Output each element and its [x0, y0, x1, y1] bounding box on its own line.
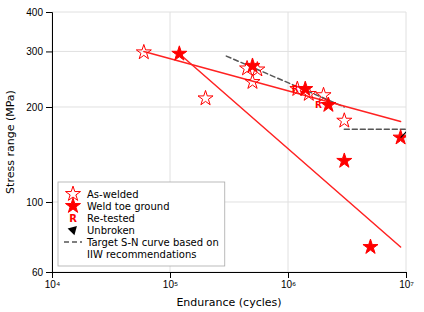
axis-line: [53, 273, 407, 279]
line: [144, 51, 401, 121]
point: [337, 113, 352, 127]
x-axis-title: Endurance (cycles): [176, 296, 281, 309]
tick: 100: [26, 197, 52, 208]
tick: 200: [26, 102, 52, 113]
point: [172, 46, 187, 60]
tick: 400: [26, 7, 52, 18]
tick-mark: [46, 202, 52, 203]
tick: 60: [32, 267, 52, 278]
legend-label-line: Re-tested: [87, 213, 135, 224]
chart: 10⁴ 10⁵ 10⁶ 10⁷ 60 100 200 300 400 Endurance (cyc…: [0, 0, 424, 312]
point: [363, 239, 378, 253]
legend-label: As-welded: [87, 189, 139, 200]
point: [298, 81, 313, 95]
line: [344, 129, 406, 131]
tick: 10⁶: [281, 272, 296, 290]
tick-mark: [46, 51, 52, 52]
axis-line: [46, 13, 53, 273]
legend-swatch: [65, 198, 80, 212]
tick: 10⁴: [45, 272, 60, 290]
legend-frame: [58, 182, 225, 266]
legend-symbol: [68, 223, 81, 236]
annotation: R: [292, 84, 299, 94]
tick-mark: [46, 272, 52, 273]
grid-line: [52, 12, 406, 13]
y-axis-title: Stress range (MPa): [4, 90, 17, 194]
tick-mark: [288, 272, 289, 278]
point: [245, 58, 260, 72]
point: [136, 44, 151, 58]
tick-label: 100: [26, 197, 43, 208]
tick-label: 10⁷: [399, 279, 414, 290]
unbroken-arrow: [401, 125, 406, 138]
tick-label: 10⁶: [281, 279, 296, 290]
tick-mark: [170, 272, 171, 278]
grid-line: [52, 106, 406, 107]
point: [337, 153, 352, 167]
annotation: R: [315, 100, 322, 110]
legend-swatch: [64, 242, 82, 243]
tick-label: 10⁵: [163, 279, 178, 290]
legend-swatch: R: [69, 213, 77, 224]
x-axis: 10⁴ 10⁵ 10⁶ 10⁷: [45, 272, 414, 290]
grid-line: [52, 51, 406, 52]
tick: 300: [26, 46, 52, 57]
line: [226, 56, 344, 107]
legend-label: Target S-N curve based onIIW recommendat…: [86, 237, 219, 260]
legend-symbol: [65, 198, 80, 212]
point: [198, 90, 213, 104]
legend-symbol: [64, 241, 82, 243]
tick: 10⁵: [163, 272, 178, 290]
legend-label-line: As-welded: [87, 189, 139, 200]
point: [393, 130, 406, 144]
tick-label: 300: [26, 46, 43, 57]
legend-label-line: Target S-N curve based on: [86, 237, 219, 248]
legend-label: Weld toe ground: [87, 201, 170, 212]
legend-swatch: [68, 223, 81, 236]
tick-label: 10⁴: [45, 279, 60, 290]
y-axis: 60 100 200 300 400: [26, 7, 52, 278]
legend-symbol: R: [69, 213, 77, 224]
legend-label: Unbroken: [87, 225, 135, 236]
tick: 10⁷: [399, 272, 414, 290]
legend-label: Re-tested: [87, 213, 135, 224]
legend: As-weldedWeld toe ground R Re-testedUnbrok…: [58, 182, 225, 266]
point: [321, 97, 336, 111]
tick-mark: [406, 272, 407, 278]
tick-mark: [46, 12, 52, 13]
legend-label-line: Weld toe ground: [87, 201, 170, 212]
grid: [52, 12, 406, 272]
legend-label-line: Unbroken: [87, 225, 135, 236]
tick-label: 60: [32, 267, 44, 278]
tick-label: 200: [26, 102, 43, 113]
tick-label: 400: [26, 7, 43, 18]
legend-label-line: IIW recommendations: [87, 249, 196, 260]
tick-mark: [46, 107, 52, 108]
